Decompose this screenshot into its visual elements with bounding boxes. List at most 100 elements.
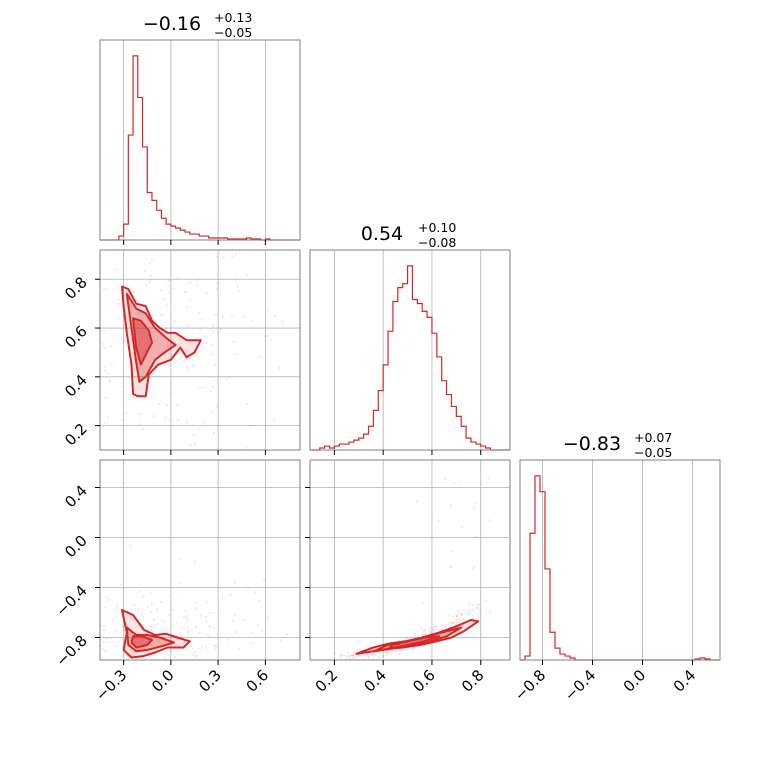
scatter-point — [400, 649, 403, 652]
scatter-point — [201, 336, 205, 340]
scatter-point — [173, 335, 176, 338]
scatter-point — [273, 314, 277, 317]
scatter-point — [215, 287, 219, 291]
scatter-point — [56, 649, 58, 651]
scatter-point — [194, 607, 197, 610]
scatter-point — [251, 319, 254, 322]
scatter-point — [144, 349, 147, 352]
contour-2-0-2 — [130, 635, 153, 649]
xtick-label-1-0: 0.2 — [312, 666, 342, 696]
scatter-point — [371, 654, 374, 657]
scatter-point — [411, 647, 415, 650]
scatter-point — [424, 632, 427, 635]
scatter-point — [201, 386, 204, 389]
scatter-point — [195, 284, 198, 287]
scatter-point — [186, 626, 189, 629]
ytick-label-2-1: −0.4 — [52, 582, 90, 620]
scatter-point — [82, 662, 84, 664]
scatter-point — [68, 636, 70, 638]
scatter-point — [465, 609, 469, 612]
scatter-point — [168, 333, 172, 336]
scatter-point — [49, 439, 51, 441]
scatter-point — [125, 654, 128, 658]
scatter-point — [64, 620, 66, 622]
scatter-point — [205, 291, 208, 295]
scatter-point — [215, 281, 218, 284]
title-value-2: −0.83 — [563, 433, 621, 455]
scatter-point — [462, 608, 465, 612]
scatter-point — [157, 665, 159, 667]
scatter-point — [146, 605, 149, 608]
scatter-point — [25, 592, 27, 594]
scatter-point — [423, 644, 426, 647]
scatter-point — [454, 617, 457, 621]
scatter-point — [102, 628, 105, 632]
scatter-point — [140, 613, 143, 616]
scatter-point — [164, 629, 168, 632]
scatter-point — [174, 591, 178, 594]
scatter-point — [153, 623, 156, 626]
scatter-point — [129, 650, 132, 653]
scatter-point — [244, 446, 247, 449]
scatter-point — [267, 617, 270, 621]
scatter-point — [214, 313, 217, 316]
scatter-point — [103, 625, 106, 628]
scatter-point — [77, 356, 79, 358]
scatter-point — [343, 654, 346, 657]
scatter-point — [198, 647, 201, 651]
scatter-point — [192, 364, 195, 368]
scatter-point — [410, 641, 413, 644]
xtick-label-0-2: 0.3 — [195, 666, 225, 696]
scatter-point — [387, 649, 390, 652]
scatter-point — [64, 365, 66, 367]
scatter-point — [169, 419, 172, 422]
scatter-point — [489, 610, 492, 613]
scatter-point — [467, 612, 470, 615]
scatter-point — [475, 607, 478, 610]
scatter-point — [208, 635, 211, 638]
scatter-point — [138, 332, 141, 336]
scatter-point — [341, 654, 344, 657]
scatter-point — [131, 663, 133, 665]
scatter-point — [121, 625, 124, 628]
scatter-point — [141, 637, 144, 640]
scatter-point — [138, 322, 141, 326]
scatter-point — [81, 672, 83, 674]
scatter-point — [167, 654, 170, 657]
scatter-point — [247, 588, 250, 591]
scatter-point — [257, 711, 259, 713]
scatter-point — [457, 609, 460, 612]
scatter-point — [386, 650, 389, 653]
scatter-point — [103, 365, 106, 368]
scatter-point — [150, 628, 153, 632]
scatter-point — [151, 644, 154, 648]
scatter-point — [238, 289, 241, 293]
scatter-point — [455, 615, 458, 618]
scatter-point — [209, 625, 212, 628]
scatter-point — [441, 627, 444, 630]
scatter-point — [152, 618, 156, 621]
scatter-point — [351, 654, 354, 657]
scatter-point — [150, 372, 154, 376]
scatter-point — [235, 630, 238, 634]
scatter-point — [105, 484, 107, 486]
ytick-label-1-3: 0.8 — [61, 273, 91, 303]
scatter-point — [237, 242, 239, 244]
scatter-point — [97, 395, 99, 397]
scatter-point — [258, 599, 261, 602]
scatter-point — [229, 594, 233, 597]
scatter-point — [273, 418, 276, 421]
scatter-point — [102, 640, 105, 643]
xtick-label-0-1: 0.0 — [148, 666, 178, 696]
scatter-point — [177, 276, 180, 279]
scatter-point — [56, 691, 58, 693]
scatter-point — [141, 615, 145, 618]
scatter-point — [108, 640, 111, 643]
scatter-point — [352, 653, 355, 656]
scatter-point — [103, 346, 106, 349]
scatter-point — [115, 630, 118, 633]
scatter-point — [192, 433, 195, 437]
scatter-point — [348, 654, 351, 658]
scatter-point — [460, 612, 463, 615]
scatter-point — [197, 278, 200, 282]
